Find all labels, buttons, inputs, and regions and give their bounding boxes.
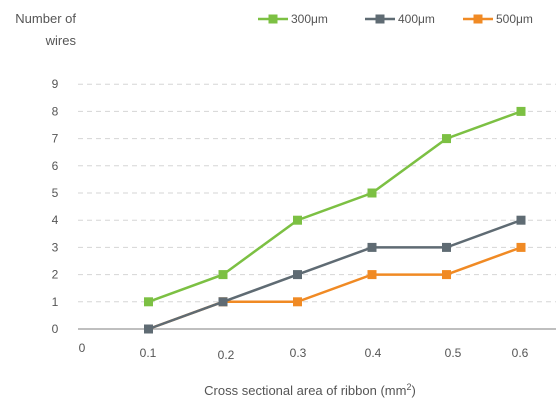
x-tick-labels: 0 0.1 0.2 0.3 0.4 0.5 0.6	[79, 341, 529, 362]
data-point-marker	[367, 270, 377, 280]
legend-item: 500μm	[463, 12, 533, 26]
x-axis-label: Cross sectional area of ribbon (mm2)	[204, 382, 416, 398]
y-tick-label: 4	[52, 213, 59, 227]
legend-marker	[375, 14, 385, 24]
x-tick-label: 0.1	[140, 346, 157, 360]
x-axis-label-text: Cross sectional area of ribbon (mm	[204, 383, 406, 398]
data-point-marker	[516, 242, 526, 252]
legend-item: 400μm	[365, 12, 435, 26]
y-tick-label: 9	[52, 77, 59, 91]
y-axis-label-line-2: wires	[45, 33, 77, 48]
series-line	[148, 219, 522, 331]
data-point-marker	[442, 242, 451, 252]
legend: 300μm 400μm 500μm	[258, 12, 533, 26]
data-point-marker	[293, 270, 302, 280]
data-point-marker	[144, 324, 153, 334]
legend-label: 300μm	[291, 12, 328, 26]
legend-marker	[268, 14, 278, 24]
data-point-marker	[516, 106, 526, 116]
x-tick-label: 0.5	[445, 346, 462, 360]
data-point-marker	[293, 215, 302, 225]
legend-label: 500μm	[496, 12, 533, 26]
y-tick-label: 2	[52, 268, 59, 282]
legend-item: 300μm	[258, 12, 328, 26]
y-tick-labels: 0 1 2 3 4 5 6 7 8 9	[52, 77, 59, 336]
data-point-marker	[367, 242, 377, 252]
x-tick-label: 0	[79, 341, 86, 355]
y-tick-label: 5	[52, 186, 59, 200]
y-axis-label-line-1: Number of	[15, 11, 76, 26]
y-tick-label: 8	[52, 104, 59, 118]
x-tick-label: 0.4	[365, 346, 382, 360]
grid	[78, 83, 556, 303]
data-point-marker	[442, 270, 451, 280]
x-tick-label: 0.6	[512, 346, 529, 360]
data-point-marker	[516, 215, 526, 225]
series-0	[144, 106, 526, 307]
y-tick-label: 0	[52, 322, 59, 336]
x-axis-label-superscript: 2	[406, 382, 411, 392]
x-tick-label: 0.2	[218, 348, 235, 362]
y-tick-label: 6	[52, 159, 59, 173]
series-line	[148, 110, 522, 303]
data-point-marker	[144, 297, 153, 307]
series-2	[144, 242, 526, 334]
series-1	[144, 215, 526, 334]
x-axis-label-close: )	[411, 383, 415, 398]
data-point-marker	[218, 270, 228, 280]
data-point-marker	[218, 297, 228, 307]
x-tick-label: 0.3	[290, 346, 307, 360]
legend-marker	[473, 14, 483, 24]
data-point-marker	[367, 188, 377, 198]
series-line	[148, 246, 522, 331]
y-tick-label: 1	[52, 295, 59, 309]
legend-label: 400μm	[398, 12, 435, 26]
series-group	[144, 106, 526, 334]
y-tick-label: 7	[52, 132, 59, 146]
data-point-marker	[442, 134, 451, 144]
data-point-marker	[293, 297, 302, 307]
y-tick-label: 3	[52, 240, 59, 254]
